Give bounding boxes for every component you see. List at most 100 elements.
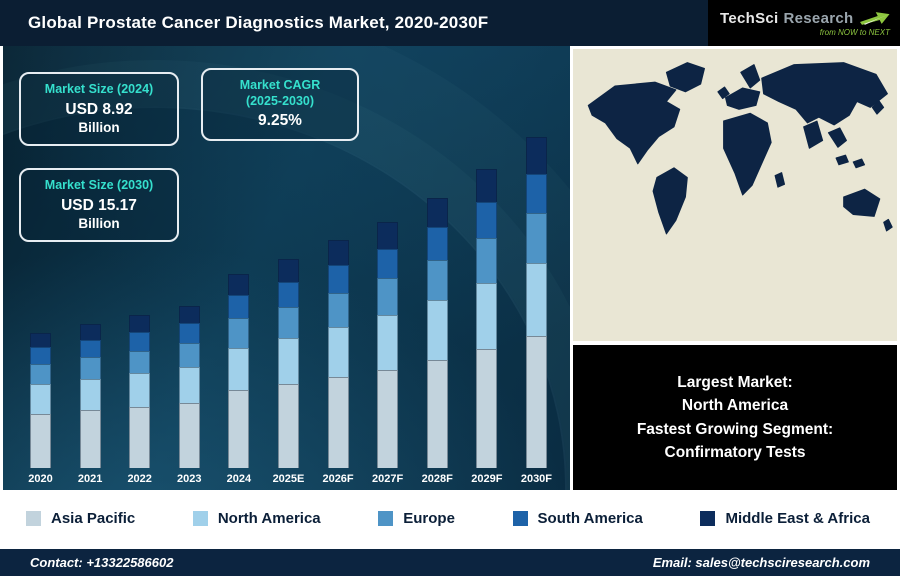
header: Global Prostate Cancer Diagnostics Marke… (0, 0, 900, 46)
bar-segment-2030F-Asia Pacific (525, 335, 547, 468)
bar-segment-2022-Middle East & Africa (129, 315, 151, 333)
bar-segment-2020-Europe (30, 363, 51, 385)
bar-column-2027F: 2027F (364, 221, 411, 485)
largest-market-value: North America (681, 397, 789, 415)
bar-segment-2023-Europe (178, 342, 200, 368)
x-axis-label-2030F: 2030F (520, 473, 553, 485)
bar-column-2030F: 2030F (513, 137, 560, 485)
footer: Contact: +13322586602 Email: sales@techs… (0, 546, 900, 576)
bar-column-2026F: 2026F (315, 240, 362, 485)
bar-segment-2020-North America (30, 384, 51, 414)
x-axis-label-2023: 2023 (177, 473, 202, 485)
legend-item-Asia Pacific: Asia Pacific (26, 510, 135, 527)
world-map-svg (573, 49, 897, 341)
bar-segment-2026F-Asia Pacific (327, 376, 349, 468)
bar-segment-2022-Europe (129, 350, 151, 374)
fastest-segment-value: Confirmatory Tests (664, 443, 806, 461)
legend-swatch-icon (700, 510, 716, 526)
bar-segment-2029F-Asia Pacific (476, 348, 498, 468)
bar-segment-2024-South America (228, 295, 250, 319)
bar-column-2020: 2020 (17, 332, 64, 485)
x-axis-label-2026F: 2026F (322, 473, 354, 485)
market-cagr-card: Market CAGR (2025-2030) 9.25% (201, 68, 359, 142)
x-axis-label-2027F: 2027F (372, 473, 404, 485)
bar-segment-2029F-Middle East & Africa (476, 169, 498, 203)
bar-segment-2022-South America (129, 332, 151, 351)
bar-segment-2021-Asia Pacific (79, 410, 101, 468)
bar-segment-2027F-South America (377, 248, 399, 279)
logo-tagline: from NOW to NEXT (819, 27, 890, 37)
bar-segment-2024-Asia Pacific (228, 390, 250, 468)
card-title: Market Size (2030) (44, 178, 154, 192)
legend-swatch-icon (512, 510, 528, 526)
chart-area: Market Size (2024) USD 8.92 Billion Mark… (0, 46, 570, 490)
bar-segment-2021-South America (79, 340, 101, 358)
x-axis-label-2024: 2024 (226, 473, 252, 485)
bar-segment-2030F-North America (525, 262, 547, 336)
stacked-bar-2025E (277, 258, 299, 468)
bar-segment-2022-Asia Pacific (129, 407, 151, 468)
bar-segment-2028F-North America (426, 300, 448, 360)
bar-column-2029F: 2029F (463, 169, 510, 485)
market-info-box: Largest Market: North America Fastest Gr… (573, 345, 897, 490)
stacked-bar-2022 (129, 315, 151, 468)
bar-segment-2030F-Middle East & Africa (525, 137, 547, 174)
logo-wordmark: TechSci Research (720, 10, 890, 27)
x-axis-label-2025E: 2025E (272, 473, 305, 485)
bar-segment-2026F-South America (327, 265, 349, 293)
card-value: 9.25% (258, 112, 302, 130)
bar-segment-2027F-Europe (377, 278, 399, 316)
stacked-bar-2027F (377, 221, 399, 468)
bar-segment-2029F-South America (476, 202, 498, 239)
bar-segment-2021-Middle East & Africa (79, 324, 101, 341)
legend-swatch-icon (378, 510, 394, 526)
bar-column-2025E: 2025E (265, 258, 312, 485)
bar-segment-2026F-North America (327, 326, 349, 377)
card-value: USD 8.92 (65, 100, 133, 118)
bar-column-2021: 2021 (67, 324, 114, 485)
arrow-icon (860, 12, 890, 25)
legend-label: Middle East & Africa (725, 509, 870, 527)
bar-segment-2030F-Europe (525, 213, 547, 263)
legend-item-Middle East & Africa: Middle East & Africa (700, 509, 870, 527)
stacked-bar-2028F (426, 197, 448, 468)
bar-segment-2027F-Middle East & Africa (377, 221, 399, 249)
footer-email: Email: sales@techsciresearch.com (652, 555, 870, 570)
market-size-2024-card: Market Size (2024) USD 8.92 Billion (19, 72, 179, 146)
world-map (573, 49, 897, 341)
bar-segment-2026F-Europe (327, 292, 349, 327)
bar-segment-2023-Middle East & Africa (178, 305, 200, 324)
stacked-bar-2030F (525, 137, 547, 468)
stacked-bar-2021 (79, 324, 101, 468)
logo-text-research: Research (783, 9, 854, 27)
bar-column-2028F: 2028F (414, 197, 461, 485)
bar-segment-2028F-South America (426, 227, 448, 260)
legend-item-Europe: Europe (378, 510, 455, 527)
main-area: Market Size (2024) USD 8.92 Billion Mark… (0, 46, 900, 490)
bar-segment-2021-Europe (79, 357, 101, 379)
bar-segment-2020-Asia Pacific (30, 413, 51, 468)
legend-item-North America: North America (192, 509, 321, 527)
bar-segment-2024-Middle East & Africa (228, 273, 250, 296)
bar-segment-2024-Europe (228, 318, 250, 348)
stacked-bar-chart: 2020 2021 2022 2023 2024 2025E 2026F 2027F 2028F… (3, 46, 570, 490)
bar-segment-2028F-Europe (426, 259, 448, 301)
bar-segment-2023-North America (178, 367, 200, 403)
card-unit: Billion (78, 215, 120, 231)
bar-segment-2023-Asia Pacific (178, 403, 200, 468)
bar-segment-2023-South America (178, 323, 200, 343)
x-axis-label-2028F: 2028F (421, 473, 453, 485)
x-axis-label-2020: 2020 (28, 473, 53, 485)
legend-label: North America (217, 509, 321, 527)
market-size-2030-card: Market Size (2030) USD 15.17 Billion (19, 168, 179, 242)
chart-legend: Asia Pacific North America Europe South Ame… (0, 490, 900, 546)
stacked-bar-2024 (228, 273, 250, 468)
bar-segment-2028F-Middle East & Africa (426, 197, 448, 228)
legend-swatch-icon (26, 510, 41, 526)
legend-label: Asia Pacific (51, 509, 136, 527)
largest-market-label: Largest Market: (677, 374, 793, 391)
legend-label: South America (537, 509, 643, 527)
bar-segment-2021-North America (79, 378, 101, 411)
bar-segment-2025E-Middle East & Africa (277, 258, 299, 282)
bar-segment-2028F-Asia Pacific (426, 359, 448, 468)
